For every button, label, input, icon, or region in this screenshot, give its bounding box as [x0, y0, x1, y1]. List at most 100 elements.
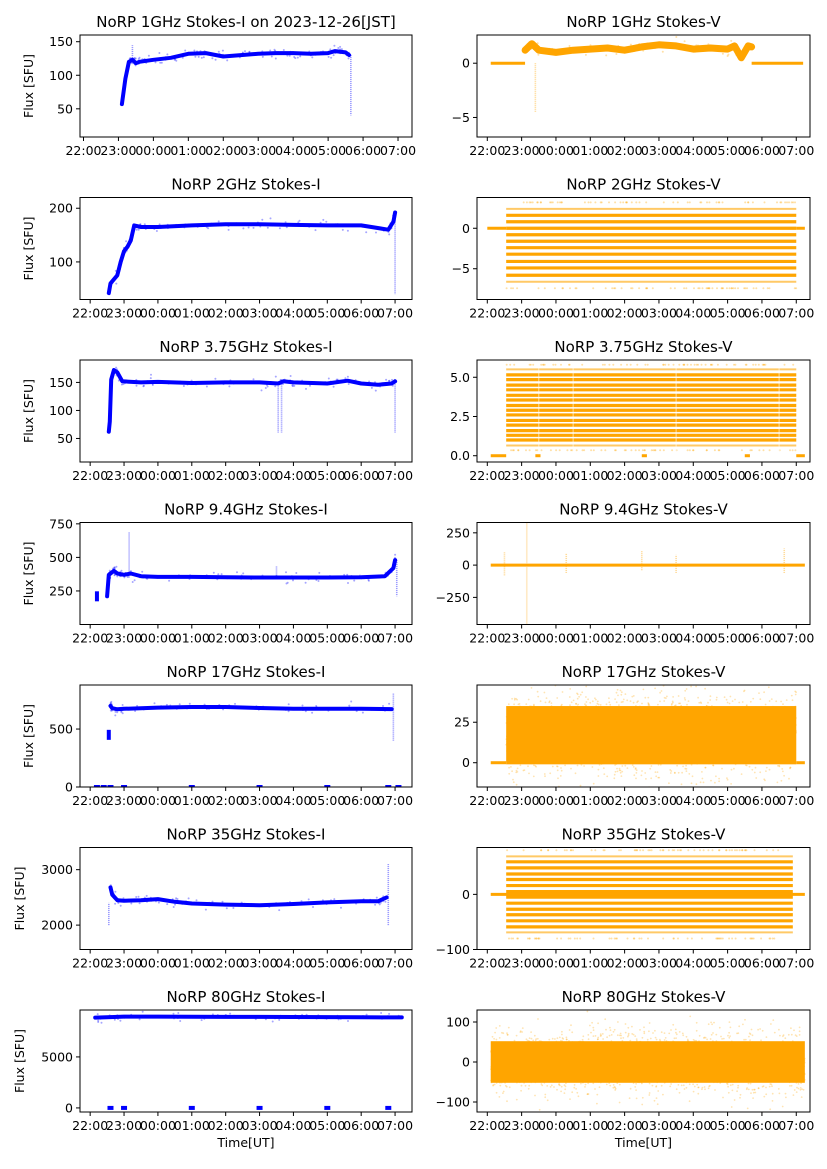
- data-point: [250, 578, 253, 581]
- data-point: [648, 703, 650, 705]
- data-point: [664, 363, 667, 366]
- data-point: [667, 363, 670, 366]
- data-point: [191, 901, 194, 904]
- data-point: [560, 937, 563, 940]
- data-point: [240, 54, 243, 57]
- data-point: [716, 287, 718, 290]
- data-point: [177, 1012, 180, 1014]
- data-point: [121, 704, 124, 706]
- data-point: [771, 1085, 773, 1088]
- data-point: [645, 778, 647, 780]
- data-point: [182, 385, 185, 387]
- data-point: [677, 695, 680, 697]
- data-point: [309, 54, 312, 57]
- data-point: [739, 788, 741, 790]
- data-point: [735, 53, 738, 56]
- data-point: [693, 287, 695, 290]
- data-point: [740, 58, 743, 61]
- data-point: [135, 896, 138, 898]
- data-point: [502, 1092, 504, 1094]
- data-point: [556, 765, 558, 768]
- data-point: [726, 1083, 729, 1086]
- subplot-title: NoRP 17GHz Stokes-V: [562, 663, 727, 681]
- data-point: [387, 231, 390, 233]
- data-point: [132, 226, 135, 229]
- data-point: [301, 709, 304, 711]
- data-point: [194, 55, 197, 58]
- y-tick-label: 25: [454, 715, 470, 730]
- data-point: [569, 704, 571, 706]
- data-point: [704, 363, 707, 366]
- data-point: [546, 1085, 549, 1087]
- data-point: [282, 49, 285, 51]
- data-point: [147, 58, 150, 61]
- data-point: [143, 896, 146, 899]
- data-point: [576, 693, 579, 696]
- data-point: [770, 1083, 773, 1086]
- data-point: [135, 384, 138, 387]
- axes-frame: [79, 34, 413, 138]
- data-point: [110, 700, 113, 703]
- data-point: [390, 381, 393, 383]
- data-point: [782, 1035, 784, 1038]
- y-tick-label: 250: [49, 583, 73, 598]
- data-point: [392, 562, 395, 565]
- data-point: [494, 1031, 496, 1034]
- data-point: [274, 49, 277, 52]
- data-point: [127, 245, 130, 248]
- data-point: [110, 572, 113, 575]
- data-point: [122, 383, 125, 386]
- x-tick-label: 23:00: [106, 468, 142, 483]
- data-point: [592, 449, 595, 452]
- data-point: [130, 57, 132, 60]
- data-point: [145, 577, 148, 580]
- data-point: [738, 849, 741, 852]
- data-point: [377, 383, 380, 386]
- data-point: [142, 385, 145, 388]
- data-point: [605, 703, 608, 706]
- data-point: [394, 562, 396, 565]
- data-point: [126, 244, 129, 247]
- data-point: [257, 903, 260, 906]
- data-point: [393, 381, 396, 384]
- data-point: [712, 764, 714, 767]
- data-point: [94, 591, 99, 602]
- data-point: [112, 571, 115, 574]
- data-point: [646, 47, 649, 49]
- subplot-11: −100022:0023:0000:0001:0002:0003:0004:00…: [436, 826, 815, 971]
- data-point: [745, 764, 748, 767]
- data-point: [671, 702, 673, 705]
- data-point: [776, 781, 779, 784]
- data-point: [111, 570, 114, 573]
- data-point: [124, 572, 127, 575]
- data-point: [619, 689, 622, 692]
- x-tick-label: 01:00: [572, 468, 608, 483]
- data-point: [278, 707, 281, 710]
- data-point: [287, 710, 290, 713]
- data-point: [492, 1084, 494, 1087]
- data-point: [289, 375, 292, 377]
- data-point: [684, 689, 687, 692]
- data-point: [205, 574, 208, 577]
- data-point: [375, 231, 377, 234]
- data-point: [109, 702, 112, 705]
- data-point: [115, 282, 118, 285]
- data-point: [765, 766, 768, 769]
- data-point: [106, 729, 111, 740]
- data-point: [726, 778, 729, 781]
- x-tick-label: 23:00: [504, 793, 540, 808]
- data-point: [744, 46, 747, 49]
- data-point: [122, 252, 125, 255]
- data-point: [659, 849, 662, 852]
- data-point: [619, 849, 622, 852]
- data-point: [732, 287, 735, 290]
- data-point: [754, 766, 757, 769]
- data-point: [295, 572, 298, 574]
- data-point: [672, 363, 675, 366]
- data-point: [560, 363, 562, 366]
- x-tick-label: 03:00: [242, 793, 278, 808]
- subplot-6: 25050075022:0023:0000:0001:0002:0003:000…: [21, 501, 413, 646]
- data-point: [621, 48, 624, 51]
- data-point: [731, 937, 734, 940]
- x-tick-label: 06:00: [343, 631, 379, 646]
